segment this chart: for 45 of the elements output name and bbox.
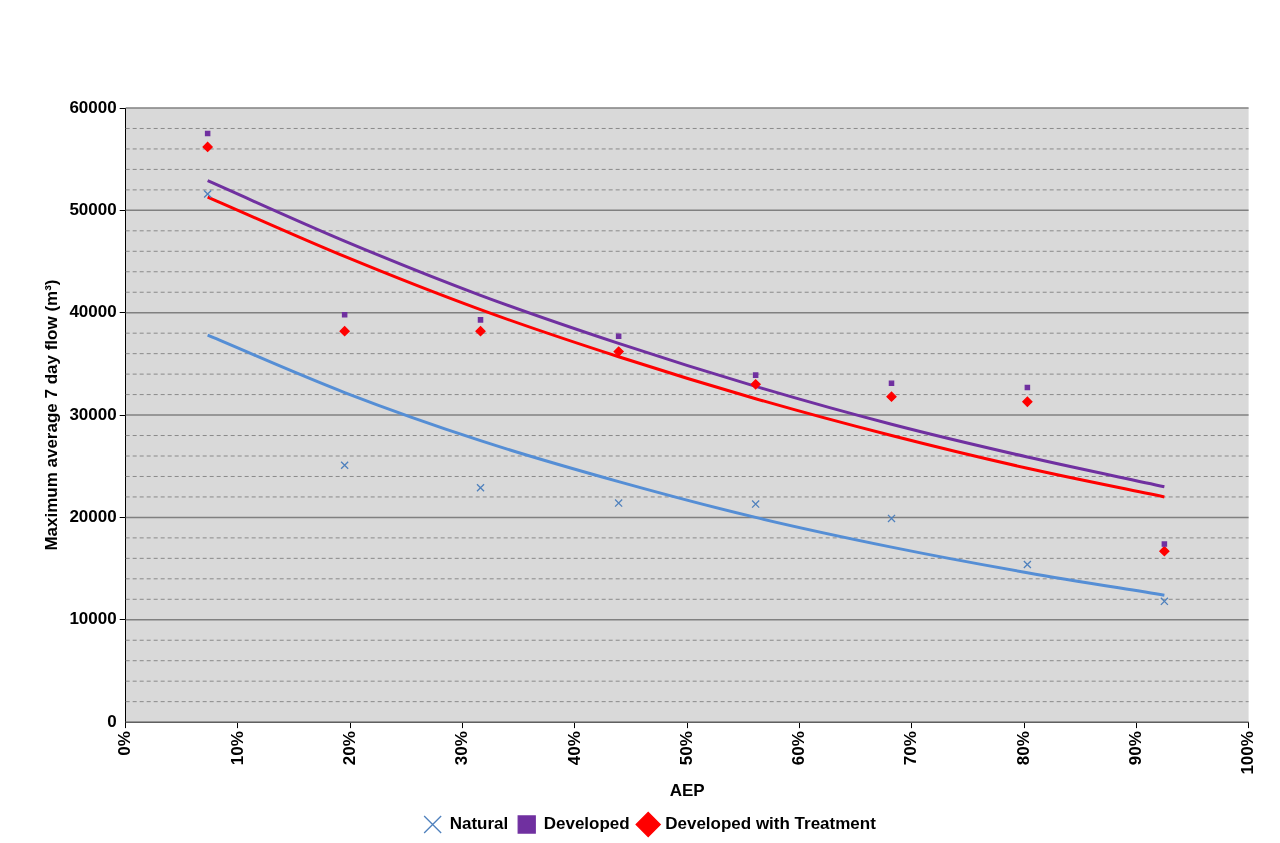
point — [339, 325, 350, 337]
x-tick-label: 20% — [339, 731, 359, 766]
y-tick-label: 40000 — [69, 302, 117, 322]
y-tick-label: 60000 — [69, 97, 117, 117]
point — [1023, 560, 1032, 569]
legend-label: Natural — [449, 814, 509, 834]
point — [341, 311, 348, 318]
point — [1159, 546, 1170, 557]
point — [613, 346, 624, 357]
y-tick-label: 0 — [107, 711, 117, 731]
point — [1161, 541, 1168, 547]
point — [1022, 396, 1033, 407]
point — [202, 141, 213, 153]
x-axis-title: AEP — [669, 781, 705, 801]
y-tick-label: 50000 — [69, 200, 117, 220]
x-tick-label: 50% — [676, 731, 696, 766]
x-tick-label: 10% — [227, 731, 247, 766]
x-tick-label: 40% — [564, 731, 584, 766]
point — [751, 499, 760, 509]
point — [752, 372, 759, 378]
point — [886, 391, 897, 402]
y-axis-title: Maximum average 7 day flow (m³) — [41, 279, 61, 551]
x-tick-label: 0% — [115, 731, 135, 756]
x-tick-label: 90% — [1125, 731, 1145, 766]
point — [477, 317, 484, 323]
point — [203, 189, 212, 199]
point — [614, 498, 623, 508]
point — [1160, 597, 1169, 606]
x-tick-label: 100% — [1238, 731, 1258, 775]
point — [340, 461, 349, 470]
x-tick-label: 60% — [789, 731, 809, 766]
legend-label: Developed with Treatment — [665, 814, 877, 834]
point — [476, 483, 485, 492]
y-tick-label: 30000 — [69, 404, 117, 424]
legend-label: Developed — [543, 814, 630, 834]
line-series — [206, 333, 1166, 597]
x-tick-label: 70% — [901, 731, 921, 766]
x-tick-label: 30% — [452, 731, 472, 766]
y-tick-label: 10000 — [69, 609, 117, 629]
point — [887, 514, 896, 523]
x-tick-label: 80% — [1013, 731, 1033, 766]
point — [750, 379, 761, 390]
y-tick-label: 20000 — [69, 507, 117, 527]
point — [615, 333, 622, 340]
point — [475, 325, 486, 337]
